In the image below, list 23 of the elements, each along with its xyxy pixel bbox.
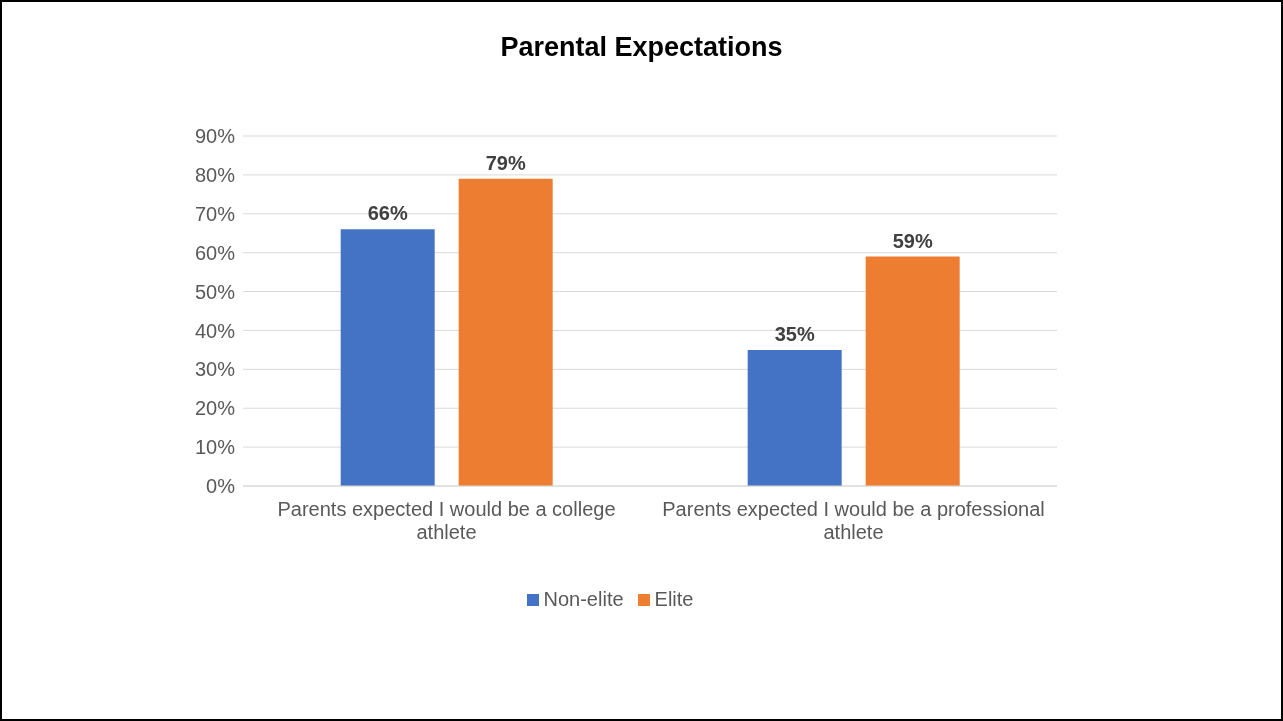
y-tick-label: 90% xyxy=(194,125,236,148)
chart-title: Parental Expectations xyxy=(499,32,784,63)
y-tick-label: 0% xyxy=(206,475,236,498)
y-tick-label: 20% xyxy=(194,397,236,420)
x-tick-label: Parents expected I would be a professional athlete xyxy=(662,498,1045,543)
data-label: 66% xyxy=(367,202,408,225)
y-tick-label: 60% xyxy=(194,241,236,264)
bar xyxy=(340,229,435,486)
x-tick-label: Parents expected I would be a college athlete xyxy=(277,498,616,543)
y-tick-label: 10% xyxy=(194,436,236,459)
y-tick-label: 40% xyxy=(194,319,236,342)
bar xyxy=(458,178,553,486)
data-label: 79% xyxy=(485,151,526,174)
data-label: 59% xyxy=(892,229,933,252)
legend-label: Elite xyxy=(653,588,694,611)
bar xyxy=(865,256,960,486)
y-tick-label: 30% xyxy=(194,358,236,381)
y-tick-label: 70% xyxy=(194,202,236,225)
legend-label: Non-elite xyxy=(542,588,624,611)
data-label: 35% xyxy=(774,322,815,345)
bar xyxy=(747,349,842,486)
y-tick-label: 80% xyxy=(194,163,236,186)
y-tick-label: 50% xyxy=(194,280,236,303)
